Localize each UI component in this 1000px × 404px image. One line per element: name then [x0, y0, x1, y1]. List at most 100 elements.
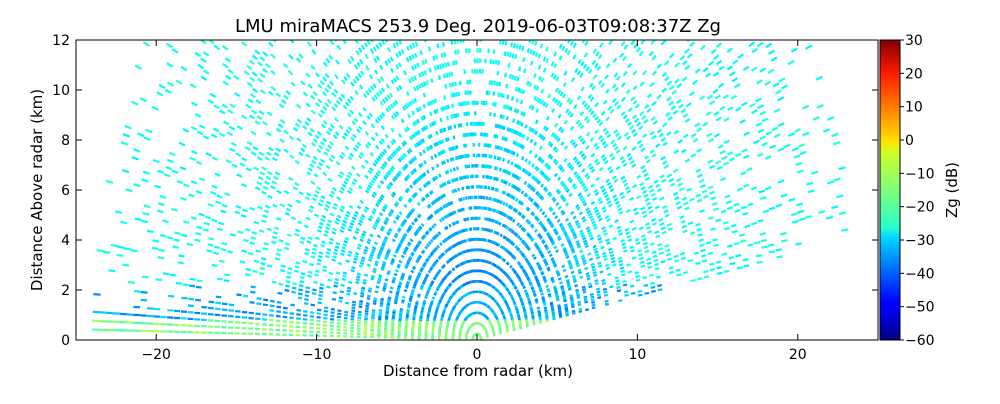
- radar-return-gate: [249, 206, 256, 211]
- radar-return-gate: [255, 99, 262, 105]
- radar-return-gate: [245, 103, 252, 109]
- radar-return-gate: [310, 303, 316, 307]
- radar-return-gate: [778, 77, 786, 83]
- radar-return-gate: [467, 100, 470, 106]
- radar-return-gate: [418, 240, 422, 245]
- radar-return-gate: [414, 217, 419, 222]
- radar-return-gate: [533, 215, 538, 220]
- radar-return-gate: [412, 121, 416, 127]
- radar-return-gate: [264, 180, 270, 186]
- radar-return-gate: [197, 63, 205, 70]
- radar-return-gate: [445, 302, 449, 306]
- radar-return-gate: [256, 181, 263, 186]
- radar-return-gate: [579, 137, 585, 143]
- radar-return-gate: [276, 217, 282, 221]
- radar-return-gate: [416, 228, 421, 233]
- radar-return-gate: [537, 283, 541, 287]
- radar-return-gate: [619, 155, 625, 161]
- radar-return-gate: [395, 173, 400, 179]
- radar-return-gate: [601, 226, 606, 231]
- radar-return-gate: [678, 103, 684, 109]
- radar-return-gate: [350, 329, 354, 332]
- radar-return-gate: [369, 181, 374, 187]
- radar-return-gate: [147, 307, 154, 310]
- radar-return-gate: [601, 278, 606, 283]
- radar-return-gate: [524, 193, 529, 198]
- radar-return-gate: [471, 174, 474, 179]
- radar-return-gate: [340, 186, 345, 192]
- radar-return-gate: [576, 160, 581, 166]
- radar-return-gate: [340, 226, 346, 230]
- radar-return-gate: [122, 263, 130, 267]
- radar-return-gate: [608, 152, 614, 158]
- radar-return-gate: [315, 330, 321, 334]
- radar-return-gate: [452, 167, 456, 172]
- radar-return-gate: [516, 120, 520, 125]
- radar-return-gate: [615, 200, 620, 205]
- radar-return-gate: [397, 244, 402, 249]
- radar-return-gate: [216, 194, 223, 199]
- radar-return-gate: [514, 54, 518, 59]
- radar-return-gate: [417, 141, 422, 146]
- radar-return-gate: [713, 111, 720, 116]
- radar-return-gate: [371, 193, 376, 199]
- radar-return-gate: [663, 209, 669, 214]
- radar-return-gate: [322, 171, 328, 177]
- radar-return-gate: [143, 204, 151, 209]
- radar-return-gate: [340, 205, 346, 210]
- radar-return-gate: [305, 286, 311, 290]
- radar-return-gate: [430, 77, 434, 83]
- radar-return-gate: [442, 193, 447, 198]
- radar-return-gate: [330, 318, 335, 321]
- radar-return-gate: [282, 315, 288, 319]
- radar-return-gate: [331, 106, 337, 112]
- radar-return-gate: [221, 302, 228, 306]
- radar-return-gate: [377, 278, 382, 282]
- radar-return-gate: [363, 333, 368, 336]
- radar-return-gate: [248, 311, 254, 315]
- radar-return-gate: [572, 42, 577, 49]
- radar-return-gate: [276, 248, 282, 252]
- radar-return-gate: [575, 288, 580, 292]
- radar-return-gate: [542, 303, 547, 307]
- radar-return-gate: [547, 141, 552, 146]
- radar-return-gate: [414, 245, 419, 250]
- radar-return-gate: [343, 180, 349, 185]
- radar-return-gate: [387, 58, 392, 64]
- radar-return-gate: [379, 100, 384, 106]
- radar-return-gate: [384, 133, 389, 139]
- radar-return-gate: [592, 113, 597, 119]
- radar-return-gate: [326, 247, 332, 252]
- radar-return-gate: [713, 133, 720, 138]
- radar-return-gate: [518, 224, 523, 229]
- radar-return-gate: [322, 327, 327, 330]
- radar-return-gate: [387, 270, 392, 274]
- radar-return-gate: [355, 280, 360, 285]
- radar-return-gate: [420, 127, 425, 132]
- radar-return-gate: [218, 221, 225, 226]
- radar-return-gate: [248, 322, 254, 325]
- radar-return-gate: [608, 250, 614, 255]
- radar-return-gate: [510, 280, 514, 284]
- radar-return-gate: [336, 331, 341, 335]
- radar-return-gate: [200, 331, 207, 334]
- radar-return-gate: [126, 313, 134, 316]
- radar-return-gate: [533, 275, 538, 279]
- radar-return-gate: [719, 105, 726, 111]
- radar-return-gate: [400, 274, 405, 278]
- radar-return-gate: [532, 256, 537, 260]
- radar-return-gate: [446, 115, 449, 121]
- radar-return-gate: [363, 208, 368, 213]
- radar-return-gate: [586, 192, 592, 198]
- radar-return-gate: [398, 84, 403, 90]
- radar-return-gate: [650, 116, 656, 122]
- radar-return-gate: [182, 128, 190, 133]
- radar-return-gate: [412, 284, 417, 288]
- radar-return-gate: [247, 98, 254, 104]
- radar-return-gate: [594, 62, 599, 69]
- radar-return-gate: [322, 120, 328, 125]
- radar-return-gate: [368, 258, 373, 262]
- radar-return-gate: [399, 156, 404, 161]
- radar-return-gate: [421, 306, 425, 310]
- radar-return-gate: [235, 315, 241, 319]
